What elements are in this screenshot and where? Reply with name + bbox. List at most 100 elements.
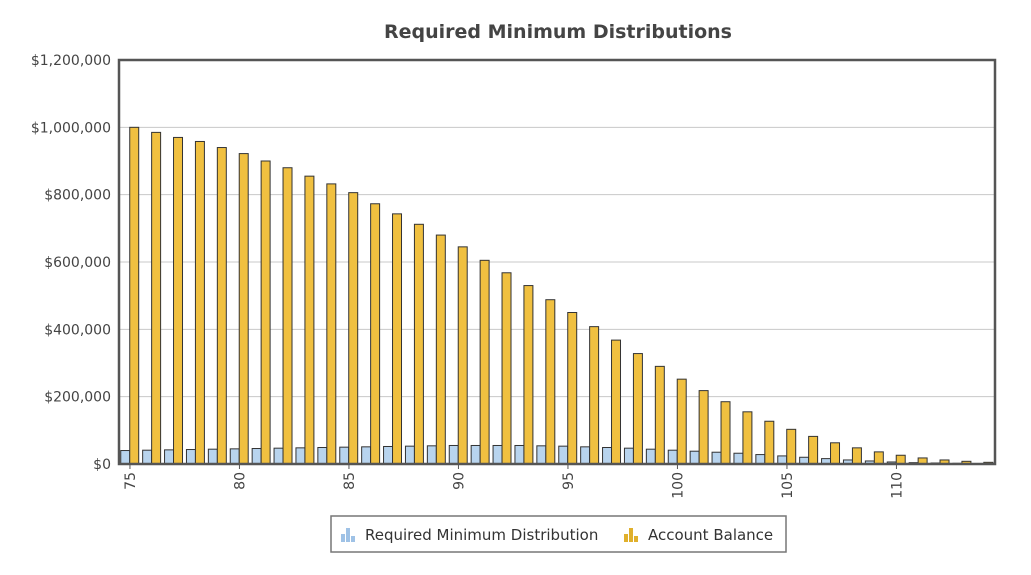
- bar-account-balance[interactable]: [501, 272, 512, 465]
- x-tick-label: 105: [780, 472, 796, 499]
- bar-account-balance[interactable]: [545, 299, 556, 465]
- bar-required-minimum-distribution[interactable]: [404, 445, 415, 465]
- x-axis-ticks: 75 80 85 90 95 100 105 110: [123, 464, 905, 499]
- bar-required-minimum-distribution[interactable]: [711, 451, 722, 465]
- bar-account-balance[interactable]: [742, 411, 753, 465]
- bar-required-minimum-distribution[interactable]: [558, 445, 569, 465]
- bar-account-balance[interactable]: [589, 326, 600, 465]
- bar-required-minimum-distribution[interactable]: [448, 444, 459, 465]
- bar-account-balance[interactable]: [282, 167, 293, 465]
- bar-required-minimum-distribution[interactable]: [514, 444, 525, 465]
- bar-account-balance[interactable]: [238, 153, 249, 465]
- y-tick-label: $1,000,000: [31, 120, 111, 136]
- grid-layer: [119, 126, 995, 398]
- y-tick-label: $1,200,000: [31, 53, 111, 69]
- bar-account-balance[interactable]: [129, 126, 140, 465]
- bar-account-balance[interactable]: [392, 213, 403, 465]
- bar-required-minimum-distribution[interactable]: [492, 444, 503, 465]
- legend-item-required-minimum-distribution[interactable]: Required Minimum Distribution: [341, 526, 598, 544]
- y-tick-label: $200,000: [44, 390, 111, 406]
- x-tick-label: 85: [342, 472, 358, 490]
- bar-required-minimum-distribution[interactable]: [229, 448, 240, 465]
- bar-account-balance[interactable]: [194, 140, 205, 465]
- bar-account-balance[interactable]: [304, 175, 315, 465]
- x-tick-label: 90: [451, 472, 467, 490]
- y-tick-label: $600,000: [44, 255, 111, 271]
- y-tick-label: $800,000: [44, 188, 111, 204]
- bar-account-balance[interactable]: [326, 183, 337, 465]
- bar-chart-icon: [341, 528, 355, 542]
- bar-required-minimum-distribution[interactable]: [164, 449, 175, 465]
- bar-required-minimum-distribution[interactable]: [645, 448, 656, 465]
- y-tick-label: $400,000: [44, 322, 111, 338]
- bar-account-balance[interactable]: [479, 259, 490, 465]
- bar-account-balance[interactable]: [413, 223, 424, 465]
- bar-account-balance[interactable]: [632, 353, 643, 465]
- bar-account-balance[interactable]: [260, 160, 271, 465]
- bar-required-minimum-distribution[interactable]: [536, 445, 547, 465]
- bar-required-minimum-distribution[interactable]: [207, 448, 218, 465]
- bar-chart-icon-bar: [346, 528, 350, 542]
- bar-required-minimum-distribution[interactable]: [317, 447, 328, 465]
- legend-item-account-balance[interactable]: Account Balance: [624, 526, 773, 544]
- y-axis-ticks: $0 $200,000 $400,000 $600,000 $800,000 $1,000…: [31, 53, 111, 473]
- bar-required-minimum-distribution[interactable]: [120, 450, 131, 465]
- bar-layer: [120, 126, 994, 465]
- bar-account-balance[interactable]: [654, 365, 665, 465]
- bar-account-balance[interactable]: [457, 246, 468, 465]
- bar-required-minimum-distribution[interactable]: [142, 449, 153, 465]
- bar-account-balance[interactable]: [720, 401, 731, 465]
- bar-account-balance[interactable]: [348, 192, 359, 465]
- bar-required-minimum-distribution[interactable]: [361, 446, 372, 465]
- chart-title: Required Minimum Distributions: [384, 21, 732, 43]
- bar-account-balance[interactable]: [567, 312, 578, 465]
- bar-account-balance[interactable]: [808, 435, 819, 465]
- bar-required-minimum-distribution[interactable]: [580, 446, 591, 465]
- x-tick-label: 100: [670, 472, 686, 499]
- bar-required-minimum-distribution[interactable]: [273, 447, 284, 465]
- bar-required-minimum-distribution[interactable]: [733, 452, 744, 465]
- bar-account-balance[interactable]: [676, 378, 687, 465]
- bar-chart-icon: [624, 528, 638, 542]
- x-tick-label: 95: [561, 472, 577, 490]
- bar-account-balance[interactable]: [895, 454, 906, 465]
- legend-box: [330, 515, 787, 553]
- bar-required-minimum-distribution[interactable]: [689, 450, 700, 465]
- bar-account-balance[interactable]: [786, 428, 797, 465]
- bar-required-minimum-distribution[interactable]: [251, 448, 262, 465]
- bar-required-minimum-distribution[interactable]: [339, 446, 350, 465]
- bar-required-minimum-distribution[interactable]: [470, 444, 481, 465]
- bar-account-balance[interactable]: [698, 390, 709, 465]
- bar-account-balance[interactable]: [611, 339, 622, 465]
- bar-required-minimum-distribution[interactable]: [295, 447, 306, 465]
- x-tick-label: 75: [123, 472, 139, 490]
- bar-required-minimum-distribution[interactable]: [602, 447, 613, 465]
- bar-account-balance[interactable]: [851, 447, 862, 465]
- bar-account-balance[interactable]: [873, 451, 884, 465]
- bar-account-balance[interactable]: [173, 136, 184, 465]
- bar-required-minimum-distribution[interactable]: [667, 449, 678, 465]
- y-tick-label: $0: [93, 457, 111, 473]
- x-tick-label: 110: [889, 472, 905, 499]
- legend-label-balance: Account Balance: [648, 526, 773, 544]
- bar-account-balance[interactable]: [216, 147, 227, 465]
- plot-border: [117, 58, 997, 466]
- bar-required-minimum-distribution[interactable]: [623, 447, 634, 465]
- bar-required-minimum-distribution[interactable]: [383, 445, 394, 465]
- legend[interactable]: Required Minimum Distribution Account Ba…: [330, 515, 787, 553]
- bar-account-balance[interactable]: [151, 131, 162, 465]
- bar-account-balance[interactable]: [435, 234, 446, 465]
- bar-required-minimum-distribution[interactable]: [185, 449, 196, 465]
- legend-label-rmd: Required Minimum Distribution: [365, 526, 598, 544]
- bar-required-minimum-distribution[interactable]: [426, 445, 437, 465]
- bar-account-balance[interactable]: [370, 203, 381, 465]
- bar-account-balance[interactable]: [764, 420, 775, 465]
- bar-chart-icon-bar: [351, 536, 355, 542]
- x-tick-label: 80: [232, 472, 248, 490]
- bar-chart-icon-bar: [624, 534, 628, 542]
- bar-account-balance[interactable]: [830, 442, 841, 465]
- bar-account-balance[interactable]: [523, 285, 534, 465]
- bar-required-minimum-distribution[interactable]: [755, 454, 766, 465]
